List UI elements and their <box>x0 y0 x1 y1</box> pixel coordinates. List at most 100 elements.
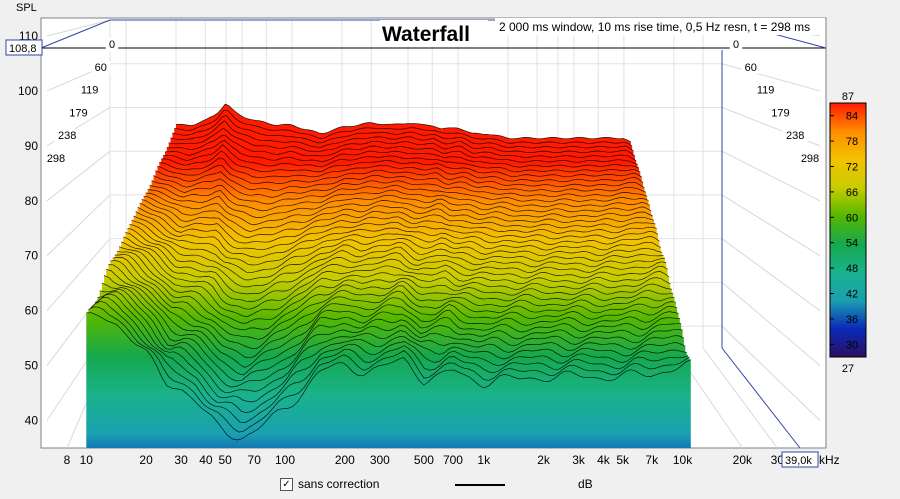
waterfall-slice-line <box>141 198 656 238</box>
svg-text:179: 179 <box>69 107 87 119</box>
subtitle-background <box>495 18 825 35</box>
time-tick-left: 60 <box>91 60 111 74</box>
x-tick-label: 3k <box>572 453 586 467</box>
waterfall-slice-line <box>129 223 664 281</box>
x-tick-label: 2k <box>537 453 551 467</box>
legend-checkbox[interactable]: ✓ <box>280 478 293 491</box>
svg-text:60: 60 <box>745 62 757 74</box>
svg-text:179: 179 <box>771 107 789 119</box>
time-tick-left: 0 <box>105 38 119 51</box>
waterfall-slice-line <box>116 250 672 324</box>
time-tick-right: 0 <box>729 38 743 51</box>
waterfall-slice-line <box>137 206 659 251</box>
colorbar-min-label: 27 <box>842 363 854 375</box>
time-tick-left: 179 <box>65 106 92 120</box>
grid-line <box>721 150 821 202</box>
waterfall-slice-line <box>123 236 668 302</box>
waterfall-slice <box>86 312 691 448</box>
svg-text:238: 238 <box>58 130 76 142</box>
grid-line <box>46 282 111 366</box>
svg-text:238: 238 <box>786 130 804 142</box>
grid-line <box>46 19 111 37</box>
waterfall-slice-line <box>143 195 655 232</box>
colorbar-tick-label: 30 <box>846 339 858 351</box>
x-tick-label: 5k <box>616 453 630 467</box>
x-tick-label: 200 <box>335 453 355 467</box>
grid-line <box>46 150 111 202</box>
time-tick-left: 119 <box>76 83 103 97</box>
waterfall-slice-line <box>92 297 687 413</box>
waterfall-slice-line <box>133 215 661 266</box>
colorbar-tick-label: 54 <box>846 238 858 250</box>
waterfall-slice-line <box>114 253 674 331</box>
svg-text:0: 0 <box>733 39 739 51</box>
x-tick-label: 1k <box>477 453 491 467</box>
x-tick-label: 50 <box>219 453 233 467</box>
x-tick-label: 20 <box>139 453 153 467</box>
waterfall-slice-line <box>165 139 640 169</box>
colorbar-tick-label: 84 <box>846 111 858 123</box>
colorbar-tick-label: 66 <box>846 187 858 199</box>
grid-line <box>46 238 111 311</box>
grid-line <box>702 347 778 449</box>
x-tick-label: 20k <box>733 453 753 467</box>
waterfall-slice-line <box>86 312 691 441</box>
colorbar-gradient <box>829 102 867 358</box>
waterfall-slice-line <box>161 150 642 178</box>
x-axis-label: kHz <box>819 453 840 467</box>
waterfall-slice-line <box>157 165 645 189</box>
svg-text:298: 298 <box>801 153 819 165</box>
x-right-readout: 39,0k <box>781 451 819 468</box>
waterfall-slice-line <box>127 227 665 288</box>
waterfall-slice-line <box>149 184 651 212</box>
waterfall-slice-line <box>151 180 649 205</box>
waterfall-slice-line <box>88 306 690 433</box>
waterfall-surface <box>86 103 691 448</box>
x-tick-label: 10 <box>80 453 94 467</box>
waterfall-slice-line <box>131 219 663 274</box>
grid-line <box>46 194 111 257</box>
legend-series-name: sans correction <box>298 477 380 491</box>
frame-line <box>721 347 801 449</box>
colorbar-tick-label: 42 <box>846 289 858 301</box>
x-tick-label: 300 <box>370 453 390 467</box>
x-axis-ticks: 8 10 20 30 40 50 70 100 200 300 500 700 1k 2k 3k 4k 5k 7k… <box>64 453 785 467</box>
x-tick-label: 40 <box>199 453 213 467</box>
waterfall-slice-line <box>168 127 637 162</box>
colorbar-tick-label: 48 <box>846 263 858 275</box>
waterfall-slice-line <box>108 264 678 359</box>
grid-line <box>721 238 821 312</box>
colorbar-tick-label: 72 <box>846 162 858 174</box>
waterfall-slice-line <box>174 110 633 147</box>
time-tick-left: 298 <box>43 152 69 165</box>
colorbar-tick-label: 60 <box>846 212 858 224</box>
svg-text:0: 0 <box>109 39 115 51</box>
grid-line <box>721 282 821 366</box>
x-tick-label: 70 <box>248 453 262 467</box>
waterfall-slice-line <box>101 282 682 382</box>
svg-text:39,0k: 39,0k <box>785 455 812 467</box>
chart-title: Waterfall <box>382 23 470 46</box>
waterfall-slice-line <box>153 174 648 198</box>
y-tick-label: 70 <box>25 249 39 263</box>
y-tick-label: 40 <box>25 414 39 428</box>
time-tick-left: 238 <box>54 129 80 143</box>
waterfall-slice-line <box>103 275 680 376</box>
colorbar: 87 27 84 78 72 66 60 54 48 42 36 30 <box>829 91 867 375</box>
x-tick-label: 8 <box>64 453 71 467</box>
legend-unit: dB <box>578 477 593 491</box>
waterfall-slice-line <box>97 291 685 394</box>
grid-line <box>721 63 821 92</box>
svg-text:108,8: 108,8 <box>9 43 37 55</box>
colorbar-tick-label: 36 <box>846 314 858 326</box>
waterfall-slice-line <box>112 257 675 340</box>
waterfall-slice-line <box>106 268 679 368</box>
waterfall-slice-line <box>125 231 667 295</box>
waterfall-slice-line <box>135 211 660 258</box>
y-tick-label: 80 <box>25 194 39 208</box>
x-tick-label: 30 <box>771 453 785 467</box>
frame-line <box>40 19 111 49</box>
